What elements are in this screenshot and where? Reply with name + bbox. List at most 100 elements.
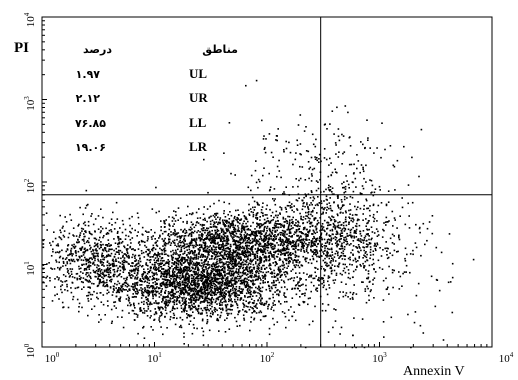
scatter-point — [238, 246, 240, 248]
scatter-point — [171, 283, 174, 286]
scatter-point — [228, 202, 231, 205]
scatter-point — [201, 282, 204, 285]
scatter-point — [149, 276, 151, 278]
scatter-point — [228, 255, 230, 258]
scatter-point — [257, 223, 259, 225]
scatter-point — [305, 234, 308, 236]
scatter-point — [233, 279, 236, 282]
scatter-point — [246, 282, 249, 284]
scatter-point — [216, 258, 218, 261]
scatter-point — [210, 271, 213, 274]
scatter-point — [175, 258, 178, 260]
scatter-point — [297, 287, 299, 290]
scatter-point — [164, 272, 166, 275]
scatter-point — [136, 278, 138, 280]
scatter-point — [188, 298, 190, 300]
scatter-point — [154, 231, 156, 234]
scatter-points — [42, 79, 475, 349]
scatter-point — [135, 259, 138, 261]
scatter-point — [168, 238, 170, 240]
scatter-point — [209, 223, 212, 225]
scatter-point — [274, 230, 276, 232]
scatter-point — [202, 255, 204, 257]
scatter-point — [116, 232, 119, 234]
scatter-point — [181, 245, 184, 248]
scatter-point — [184, 305, 186, 307]
scatter-point — [103, 258, 105, 261]
scatter-point — [262, 277, 264, 279]
scatter-point — [205, 289, 208, 291]
scatter-point — [173, 283, 176, 285]
scatter-point — [258, 275, 260, 277]
scatter-point — [297, 245, 300, 247]
scatter-point — [76, 258, 78, 261]
scatter-point — [88, 274, 90, 276]
scatter-point — [344, 228, 347, 231]
scatter-point — [65, 221, 68, 223]
scatter-point — [216, 255, 219, 258]
scatter-point — [384, 247, 386, 250]
scatter-point — [286, 246, 289, 249]
scatter-point — [58, 268, 61, 270]
scatter-point — [139, 310, 141, 312]
scatter-point — [195, 272, 197, 274]
scatter-point — [178, 241, 180, 243]
scatter-point — [188, 293, 191, 296]
scatter-point — [105, 269, 108, 272]
scatter-point — [64, 264, 67, 267]
scatter-point — [415, 246, 418, 249]
scatter-point — [213, 292, 215, 294]
scatter-point — [107, 275, 110, 278]
scatter-point — [78, 310, 80, 313]
scatter-point — [228, 312, 230, 315]
scatter-point — [212, 298, 215, 301]
scatter-point — [142, 291, 145, 294]
scatter-point — [101, 227, 104, 230]
scatter-point — [229, 290, 232, 292]
scatter-point — [202, 227, 205, 229]
scatter-point — [210, 298, 212, 301]
scatter-point — [204, 287, 207, 289]
scatter-point — [381, 236, 384, 238]
scatter-point — [88, 291, 91, 294]
scatter-point — [113, 265, 116, 267]
scatter-point — [246, 256, 248, 258]
scatter-point — [233, 226, 235, 229]
scatter-point — [235, 218, 237, 221]
scatter-point — [215, 285, 218, 287]
scatter-point — [163, 248, 165, 250]
scatter-point — [313, 277, 316, 280]
scatter-point — [285, 236, 288, 239]
scatter-point — [214, 225, 216, 228]
scatter-point — [104, 285, 106, 288]
scatter-point — [244, 260, 247, 263]
scatter-point — [102, 262, 105, 264]
scatter-point — [161, 298, 164, 300]
scatter-point — [149, 302, 151, 304]
scatter-point — [213, 264, 216, 266]
scatter-point — [99, 292, 102, 294]
scatter-point — [221, 307, 224, 310]
scatter-point — [202, 269, 204, 271]
scatter-point — [119, 296, 122, 298]
scatter-point — [137, 254, 140, 257]
scatter-point — [106, 279, 108, 281]
scatter-point — [104, 282, 106, 284]
scatter-point — [226, 253, 229, 255]
scatter-point — [221, 265, 224, 268]
scatter-point — [219, 296, 221, 298]
scatter-point — [321, 246, 324, 248]
scatter-point — [258, 292, 261, 295]
scatter-point — [152, 267, 155, 270]
scatter-point — [197, 275, 199, 278]
scatter-point — [240, 256, 242, 259]
scatter-point — [214, 301, 217, 304]
scatter-point — [191, 266, 194, 269]
scatter-point — [111, 278, 113, 281]
scatter-point — [211, 287, 214, 289]
scatter-point — [181, 283, 184, 286]
scatter-point — [203, 284, 205, 286]
scatter-point — [147, 308, 150, 310]
scatter-point — [252, 279, 254, 281]
scatter-point — [310, 274, 313, 277]
